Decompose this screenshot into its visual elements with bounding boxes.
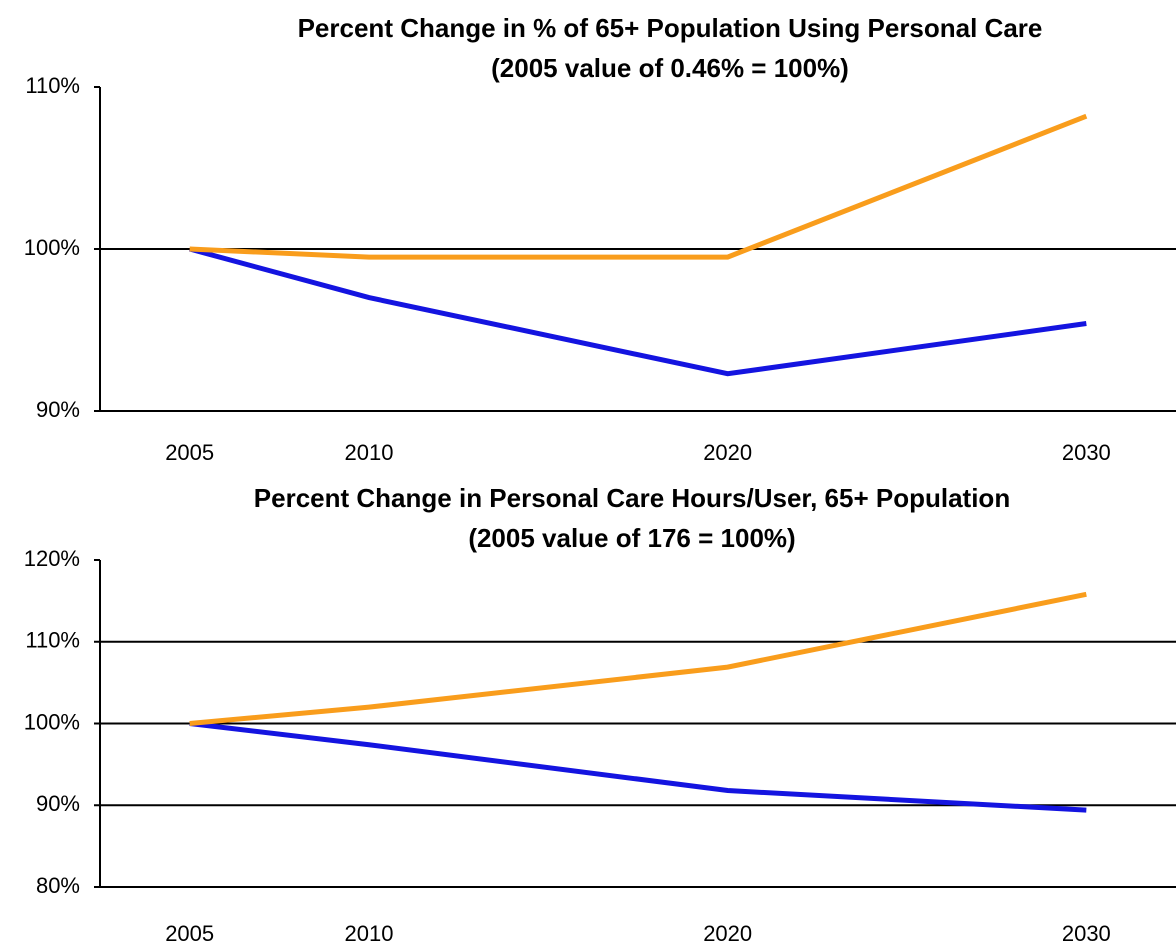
series-line	[189, 246, 1087, 377]
y-tick-label: 110%	[25, 73, 80, 98]
y-tick-label: 100%	[24, 235, 80, 260]
x-tick-label: 2020	[703, 921, 752, 942]
chart-title: Percent Change in % of 65+ Population Us…	[298, 13, 1043, 43]
x-tick-label: 2020	[703, 440, 752, 465]
chart-title: Percent Change in Personal Care Hours/Us…	[254, 483, 1010, 513]
series-line	[189, 721, 1087, 813]
y-tick-label: 120%	[24, 546, 80, 571]
x-tick-label: 2030	[1062, 440, 1111, 465]
x-tick-label: 2010	[345, 440, 394, 465]
series-line	[189, 113, 1088, 260]
y-tick-label: 100%	[24, 709, 80, 734]
x-tick-label: 2005	[165, 921, 214, 942]
x-tick-label: 2005	[165, 440, 214, 465]
chart-subtitle: (2005 value of 0.46% = 100%)	[491, 53, 849, 83]
x-tick-label: 2010	[345, 921, 394, 942]
x-tick-label: 2030	[1062, 921, 1111, 942]
y-tick-label: 80%	[36, 873, 80, 898]
series-line	[189, 591, 1087, 726]
y-tick-label: 90%	[36, 791, 80, 816]
chart-subtitle: (2005 value of 176 = 100%)	[468, 523, 795, 553]
y-tick-label: 90%	[36, 397, 80, 422]
y-tick-label: 110%	[25, 628, 80, 653]
